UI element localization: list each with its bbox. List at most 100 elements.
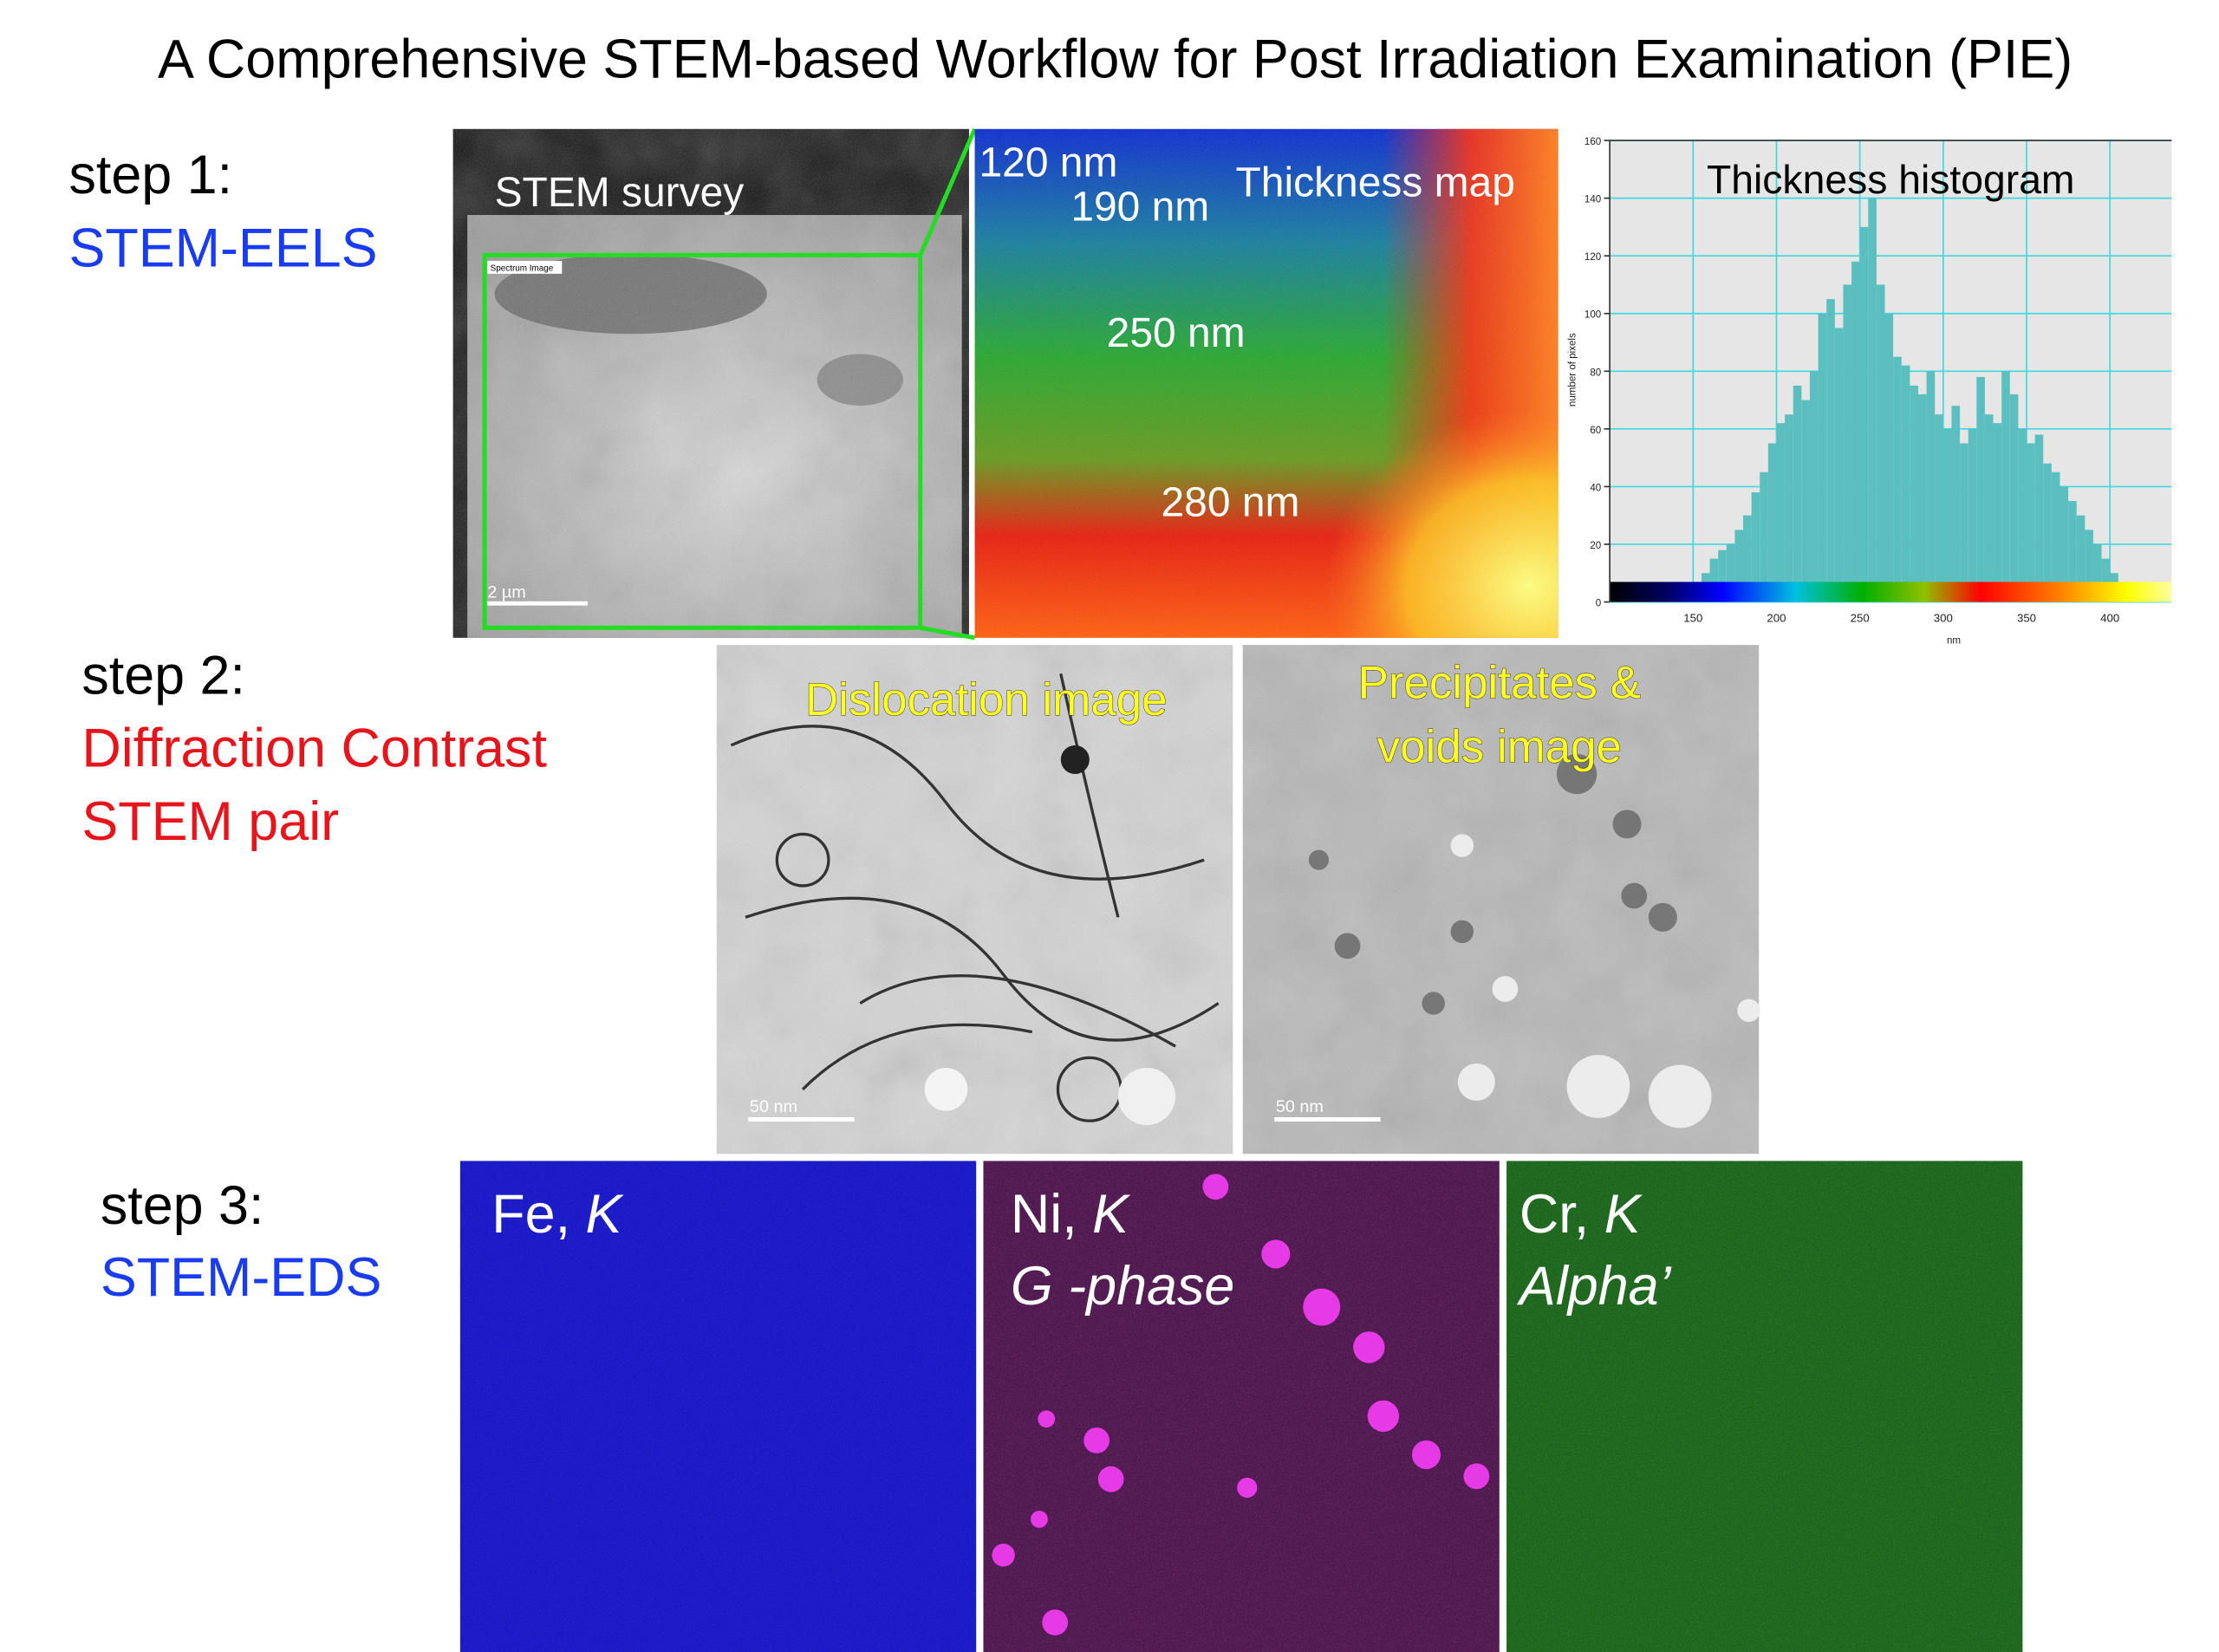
bar [2068,501,2077,602]
bar [2027,443,2035,602]
x-axis-label: nm [1947,635,1961,646]
zoom-line [918,127,977,257]
chart-title: Thickness histogram [1707,157,2075,202]
bar [1834,328,1844,602]
bar [1935,414,1943,602]
bar [1818,313,1827,602]
step-method: Diffraction Contrast [81,719,547,779]
phase-label: G -phase [1011,1256,1234,1317]
bar [1876,284,1885,602]
ni-map [983,1161,1500,1652]
bar [1868,198,1877,602]
step-label: step 3: [101,1175,264,1236]
bar [1718,550,1727,602]
bar [1951,406,1961,602]
bar [1851,261,1860,602]
thickness-map-title: Thickness map [1236,160,1515,206]
bar [1843,284,1852,602]
x-tick-label: 350 [2017,612,2036,625]
bar [2034,434,2044,602]
bar [2092,543,2102,602]
y-tick-label: 140 [1585,195,1601,205]
x-tick-label: 250 [1851,612,1870,625]
cr-map [1506,1161,2023,1652]
bar [2018,428,2027,602]
y-tick-label: 120 [1585,252,1601,263]
bar [1751,492,1760,602]
bar [1984,414,1994,602]
scale-bar-label: 2 µm [487,583,525,602]
region-label: Spectrum Image [491,264,554,274]
bar [1893,356,1902,602]
bar [1884,313,1894,602]
color-bar [1610,582,2172,602]
bar [1926,371,1936,602]
histogram: 0 20 40 60 80 100 120 140 160 150 200 250 300 350 400 T… [1567,137,2172,646]
bar [1809,371,1819,602]
thickness-label: 250 nm [1107,310,1246,356]
y-tick-label: 80 [1590,367,1601,378]
figure-title: A Comprehensive STEM-based Workflow for … [158,29,2073,89]
x-tick-label: 200 [1767,612,1786,625]
zoom-line [920,625,976,641]
thickness-map [974,128,1559,638]
y-tick-label: 100 [1585,310,1601,321]
bar [2060,486,2069,602]
scale-bar-label: 50 nm [1276,1097,1324,1116]
scale-bar-label: 50 nm [750,1097,797,1116]
bar [1910,385,1918,602]
bar [2001,371,2010,602]
map-label: Cr, K [1519,1184,1643,1245]
bar [2085,530,2093,602]
element: Fe, [491,1184,570,1245]
bar [1793,385,1802,602]
panel-title: voids image [1377,722,1622,773]
bar [1734,530,1744,602]
bar [1826,299,1835,602]
thickness-label: 190 nm [1070,185,1209,231]
survey-image [452,128,969,638]
step-method: STEM-EELS [68,218,377,279]
bar [1801,400,1810,602]
element: Cr, [1519,1184,1589,1245]
y-tick-label: 0 [1596,598,1601,608]
step-label: step 1: [68,145,232,205]
element: Ni, [1011,1184,1077,1245]
bar [2009,393,2019,602]
phase-label: Alpha’ [1516,1256,1672,1317]
y-tick-label: 20 [1590,541,1601,551]
dislocation-image [716,645,1233,1154]
bar [1942,428,1952,602]
panel-title: Dislocation image [805,674,1168,725]
line: K [586,1184,625,1245]
map-label: Fe, K [491,1184,624,1245]
bar [1968,428,1977,602]
bar [1776,423,1786,602]
bar [1901,365,1910,602]
thickness-label: 120 nm [979,140,1118,185]
bar [2043,463,2052,602]
step-method: STEM pair [81,791,339,852]
line: K [1092,1184,1131,1245]
bar [2076,515,2086,602]
map-label: Ni, K [1011,1184,1131,1245]
precipitates-image [1242,645,1760,1154]
thickness-label: 280 nm [1162,479,1300,525]
bar [2101,558,2111,602]
x-tick-label: 400 [2100,612,2119,625]
bar [1785,414,1793,602]
bar [1760,472,1768,602]
y-tick-label: 60 [1590,426,1601,436]
bar [1976,376,1985,602]
bar [1993,423,2002,602]
bar [1859,226,1869,602]
y-axis-label: number of pixels [1567,333,1578,406]
y-tick-label: 40 [1590,483,1601,493]
y-tick-label: 160 [1585,137,1601,147]
fe-map [459,1161,977,1652]
step-method: STEM-EDS [101,1247,382,1308]
bar [1767,443,1777,602]
bar [1917,393,1927,602]
panel-title: Precipitates & [1358,657,1641,708]
